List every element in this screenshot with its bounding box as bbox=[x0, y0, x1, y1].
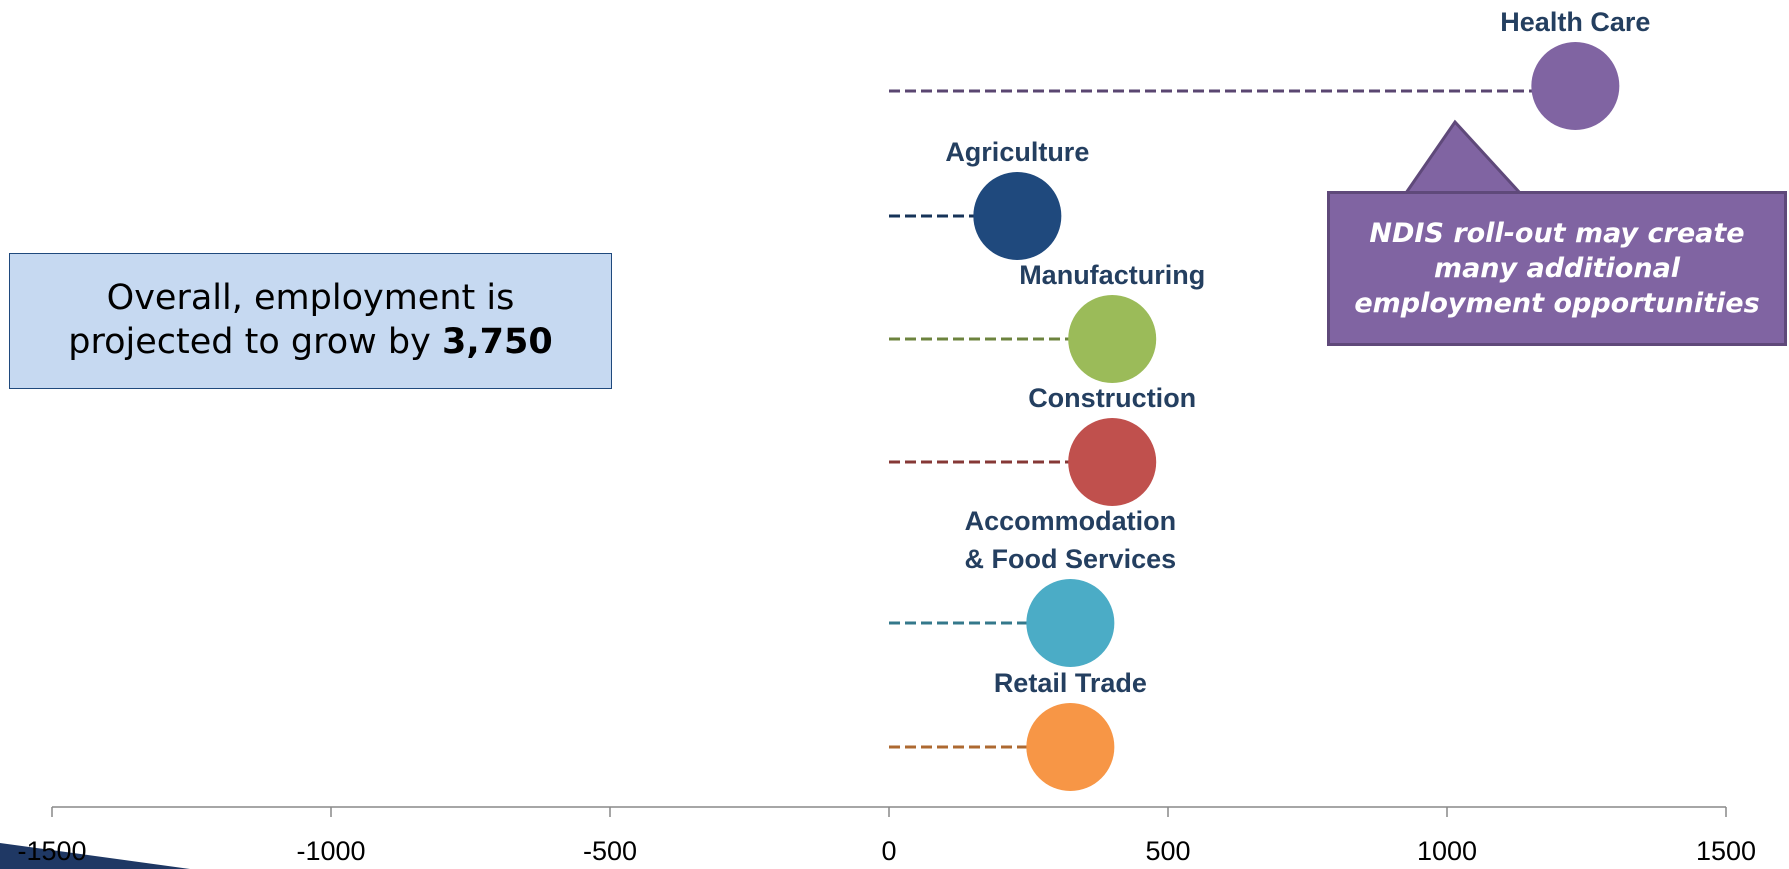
dot bbox=[1068, 418, 1157, 506]
category-label: Health Care bbox=[1500, 7, 1650, 37]
category-label: Agriculture bbox=[945, 137, 1089, 167]
category-label: Retail Trade bbox=[994, 668, 1147, 698]
x-tick-label: -1500 bbox=[17, 836, 86, 866]
dot bbox=[1531, 42, 1620, 130]
x-tick-label: 500 bbox=[1145, 836, 1190, 866]
x-tick-label: 1500 bbox=[1696, 836, 1756, 866]
dot bbox=[1026, 579, 1115, 667]
summary-text-main: Overall, employment is projected to grow… bbox=[68, 278, 515, 362]
callout: NDIS roll-out may create many additional… bbox=[1327, 191, 1787, 346]
category-label: Manufacturing bbox=[1019, 260, 1205, 290]
summary-figure: 3,750 bbox=[441, 322, 553, 362]
dot bbox=[973, 172, 1062, 260]
x-tick-label: 1000 bbox=[1417, 836, 1477, 866]
x-tick-label: -1000 bbox=[296, 836, 365, 866]
x-tick-label: -500 bbox=[583, 836, 637, 866]
x-tick-label: 0 bbox=[881, 836, 896, 866]
decoration bbox=[0, 843, 190, 869]
category-label: Accommodation & Food Services bbox=[965, 506, 1177, 574]
dot bbox=[1068, 295, 1157, 383]
callout-pointer bbox=[1403, 119, 1524, 195]
category-label: Construction bbox=[1028, 383, 1196, 413]
summary-box: Overall, employment is projected to grow… bbox=[9, 253, 612, 389]
summary-text: Overall, employment is projected to grow… bbox=[20, 277, 601, 365]
dot bbox=[1026, 703, 1115, 791]
